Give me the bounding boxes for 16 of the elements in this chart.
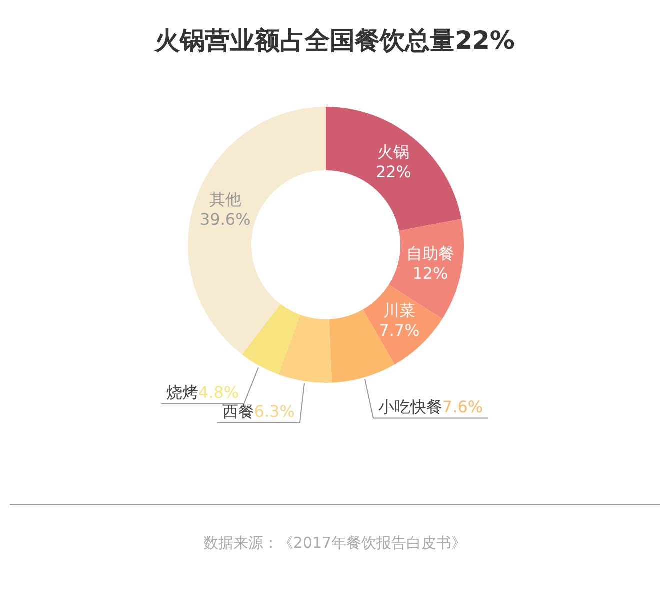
- slice-label: 小吃快餐: [378, 397, 442, 416]
- chart-title: 火锅营业额占全国餐饮总量22%: [154, 25, 516, 57]
- data-label: 12%: [412, 264, 448, 284]
- slice-label: 烧烤: [166, 383, 198, 402]
- data-label: 39.6%: [200, 210, 251, 230]
- data-label: 4.8%: [198, 383, 240, 402]
- slice-label: 自助餐: [406, 244, 454, 264]
- slice-label: 川菜: [383, 300, 416, 320]
- data-label: 7.7%: [379, 320, 420, 340]
- data-label: 7.6%: [442, 397, 484, 416]
- data-label: 6.3%: [254, 402, 295, 422]
- source-note: 数据来源：《2017年餐饮报告白皮书》: [202, 534, 468, 553]
- slice-label: 其他: [209, 190, 242, 210]
- slice-label: 西餐: [222, 402, 254, 422]
- data-label: 22%: [376, 162, 412, 182]
- slice-label: 火锅: [378, 142, 410, 162]
